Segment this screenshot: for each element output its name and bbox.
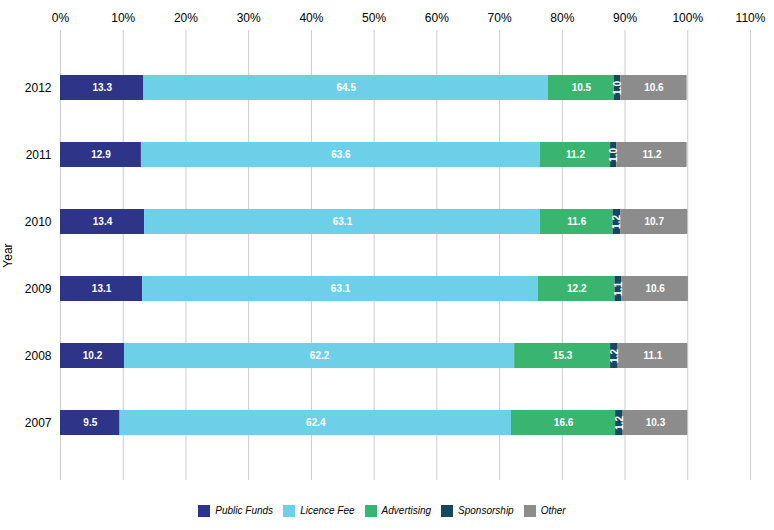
svg-text:50%: 50% (362, 11, 386, 25)
svg-text:63.1: 63.1 (333, 216, 353, 227)
svg-text:90%: 90% (613, 11, 637, 25)
svg-text:70%: 70% (488, 11, 512, 25)
svg-text:12.9: 12.9 (91, 149, 111, 160)
svg-text:2007: 2007 (25, 416, 52, 430)
svg-text:1.2: 1.2 (609, 349, 620, 363)
svg-text:1.0: 1.0 (608, 148, 619, 162)
svg-text:12.2: 12.2 (567, 283, 587, 294)
svg-text:63.1: 63.1 (331, 283, 351, 294)
svg-text:2010: 2010 (25, 215, 52, 229)
svg-text:2012: 2012 (25, 81, 52, 95)
svg-text:30%: 30% (237, 11, 261, 25)
svg-text:11.6: 11.6 (567, 216, 586, 227)
svg-text:62.2: 62.2 (310, 350, 330, 361)
svg-text:11.2: 11.2 (566, 149, 585, 160)
svg-text:1.1: 1.1 (613, 282, 624, 296)
svg-text:110%: 110% (736, 11, 766, 25)
svg-text:10.3: 10.3 (646, 417, 666, 428)
svg-text:10.2: 10.2 (83, 350, 103, 361)
svg-text:13.1: 13.1 (92, 283, 112, 294)
svg-text:40%: 40% (299, 11, 323, 25)
svg-text:11.2: 11.2 (643, 149, 662, 160)
svg-text:63.6: 63.6 (331, 149, 351, 160)
svg-text:10.7: 10.7 (644, 216, 664, 227)
svg-text:9.5: 9.5 (83, 417, 97, 428)
svg-text:10%: 10% (111, 11, 135, 25)
svg-text:10.5: 10.5 (572, 82, 592, 93)
html-text:Sponsorship: Sponsorship (458, 505, 514, 516)
svg-text:80%: 80% (550, 11, 574, 25)
svg-text:1.2: 1.2 (614, 416, 625, 430)
svg-text:2011: 2011 (26, 148, 52, 162)
html-text:Advertising: Advertising (381, 505, 432, 516)
svg-text:1.0: 1.0 (612, 81, 623, 95)
html-text:Public Funds: Public Funds (215, 505, 274, 516)
svg-text:10.6: 10.6 (645, 283, 665, 294)
svg-text:13.4: 13.4 (93, 216, 113, 227)
svg-text:11.1: 11.1 (643, 350, 662, 361)
svg-text:60%: 60% (425, 11, 449, 25)
svg-text:0%: 0% (52, 11, 70, 25)
svg-text:2008: 2008 (25, 349, 52, 363)
svg-text:62.4: 62.4 (306, 417, 326, 428)
html-text:Licence Fee: Licence Fee (300, 505, 355, 516)
svg-text:13.3: 13.3 (92, 82, 112, 93)
svg-text:20%: 20% (174, 11, 198, 25)
svg-text:64.5: 64.5 (336, 82, 356, 93)
svg-text:Year: Year (1, 243, 15, 267)
svg-text:100%: 100% (672, 11, 703, 25)
svg-text:2009: 2009 (25, 282, 52, 296)
svg-text:16.6: 16.6 (554, 417, 574, 428)
svg-text:15.3: 15.3 (553, 350, 573, 361)
svg-text:1.2: 1.2 (611, 215, 622, 229)
html-text:Other: Other (540, 505, 566, 516)
svg-text:10.6: 10.6 (644, 82, 664, 93)
